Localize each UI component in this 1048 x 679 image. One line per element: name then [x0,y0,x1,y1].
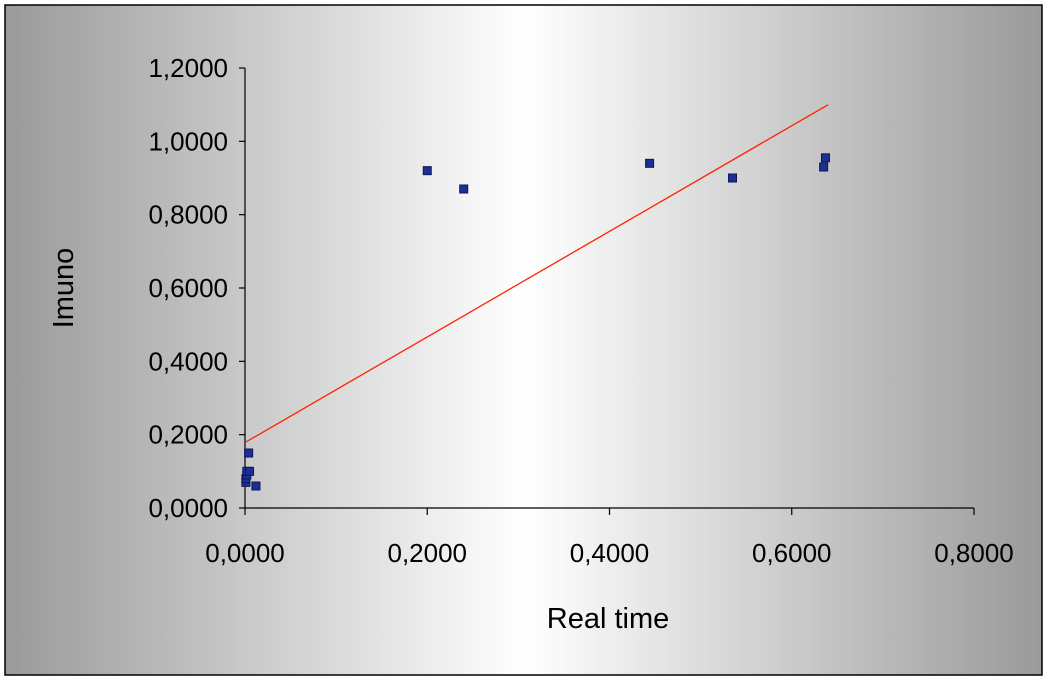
y-axis-label: Imuno [48,248,80,329]
trendline [245,104,829,443]
y-tick-label: 0,8000 [148,200,228,230]
x-tick-label: 0,0000 [205,538,285,568]
data-point [422,166,432,176]
x-tick-label: 0,6000 [752,538,832,568]
data-point [459,184,469,194]
chart-background [4,4,1043,676]
x-tick-label: 0,2000 [387,538,467,568]
x-axis-label: Real time [547,603,670,635]
y-tick-label: 0,4000 [148,346,228,376]
data-point [728,173,738,183]
data-point [245,466,255,476]
y-tick-label: 0,0000 [148,493,228,523]
data-point [820,153,830,163]
data-point [251,481,261,491]
trendline-group [245,104,829,443]
x-tick-label: 0,8000 [934,538,1014,568]
y-tick-label: 0,2000 [148,420,228,450]
data-point [645,158,655,168]
axes: 0,0000 0,2000 0,4000 0,6000 0,8000 1,0000 1,20… [148,53,1013,568]
y-tick-label: 1,0000 [148,126,228,156]
data-point [244,448,254,458]
y-tick-label: 0,6000 [148,273,228,303]
x-tick-label: 0,4000 [570,538,650,568]
data-point [819,162,829,172]
y-tick-label: 1,2000 [148,53,228,83]
data-points [241,153,830,491]
